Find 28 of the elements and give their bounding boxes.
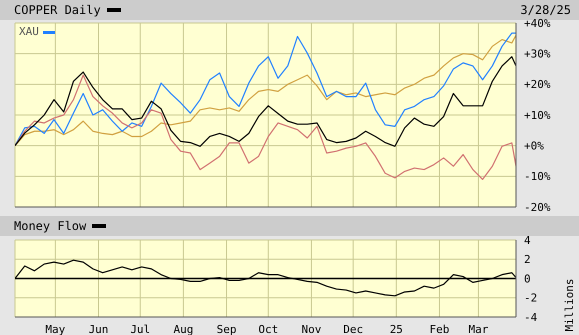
y-tick-label: 0 (524, 272, 531, 286)
text: 3/28/25 (520, 3, 571, 17)
x-tick-label: Dec (343, 322, 364, 335)
y-tick-label: +0% (524, 140, 544, 153)
y-tick-label: 4 (524, 234, 531, 247)
y-tick-label: +40% (524, 16, 551, 30)
x-tick-label: Oct (258, 322, 278, 335)
x-tick-label: May (45, 322, 66, 335)
x-tick-label: Jul (130, 322, 150, 335)
legend-label: Money Flow (14, 219, 86, 233)
y-tick-label: +30% (524, 48, 551, 61)
x-tick-label: Mar (468, 322, 489, 335)
y-tick-label: +20% (524, 78, 551, 92)
x-tick-label: Feb (430, 322, 450, 335)
y-tick-label: -10% (524, 170, 551, 184)
y-tick-label: -2 (524, 292, 538, 305)
y-axis-title: Millions (562, 278, 576, 332)
x-tick-label: Sep (216, 322, 236, 335)
legend-label: XAU (19, 25, 39, 38)
y-tick-label: +10% (524, 108, 551, 122)
y-tick-label: -20% (524, 200, 551, 214)
legend-label: COPPER Daily (14, 3, 101, 17)
y-tick-label: 2 (524, 253, 531, 266)
x-tick-label: Jun (88, 322, 108, 335)
x-tick-label: Aug (173, 322, 194, 335)
x-tick-label: 25 (390, 322, 403, 335)
y-tick-label: -4 (524, 310, 538, 324)
x-tick-label: Nov (301, 322, 322, 335)
